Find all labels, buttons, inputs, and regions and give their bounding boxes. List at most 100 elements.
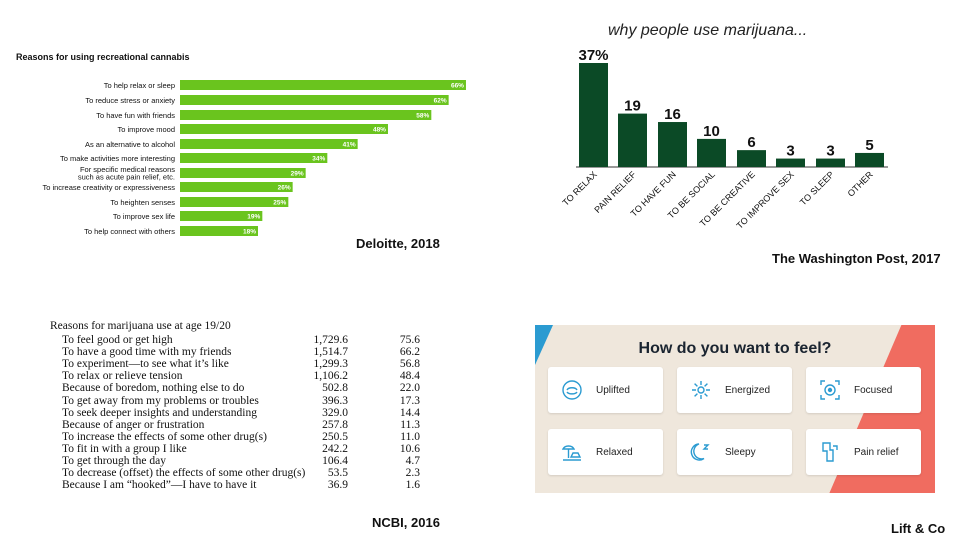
deloitte-category-label: To make activities more interesting <box>60 154 175 163</box>
ncbi-count-cell: 1,514.7 <box>313 346 349 359</box>
deloitte-data-label: 29% <box>291 171 304 178</box>
ncbi-percent-cell: 1.6 <box>405 479 420 492</box>
deloitte-bar <box>180 110 432 120</box>
ncbi-reason-cell: To seek deeper insights and understandin… <box>62 406 257 419</box>
ncbi-percent-cell: 10.6 <box>399 442 420 455</box>
wapo-chart-panel: why people use marijuana... 37% TO RELAX 1… <box>500 0 979 280</box>
ncbi-reason-cell: To increase the effects of some other dr… <box>62 430 267 443</box>
ncbi-reason-cell: To decrease (offset) the effects of some… <box>62 467 306 480</box>
ncbi-reason-cell: Because of anger or frustration <box>62 418 205 431</box>
ncbi-count-cell: 53.5 <box>327 467 348 480</box>
wapo-bar <box>618 113 647 167</box>
deloitte-data-label: 62% <box>434 98 447 105</box>
ncbi-count-cell: 250.5 <box>322 430 348 443</box>
deloitte-bar <box>180 139 358 149</box>
ncbi-count-cell: 396.3 <box>322 394 348 407</box>
ncbi-count-cell: 1,729.6 <box>313 334 349 346</box>
mood-card-energized[interactable]: Energized <box>677 367 792 413</box>
ncbi-reason-cell: To relax or relieve tension <box>62 370 183 383</box>
ncbi-count-cell: 1,106.2 <box>313 370 349 383</box>
mood-label: Sleepy <box>725 446 756 458</box>
focused-icon <box>820 380 840 400</box>
lift-heading: How do you want to feel? <box>638 340 832 357</box>
ncbi-percent-cell: 66.2 <box>399 346 420 359</box>
deloitte-data-label: 34% <box>312 156 325 163</box>
mood-label: Focused <box>854 384 893 396</box>
mood-card-pain-relief[interactable]: Pain relief <box>806 429 921 475</box>
wapo-data-label: 6 <box>747 134 755 151</box>
deloitte-bar <box>180 95 449 105</box>
ncbi-reason-cell: Because I am “hooked”—I have to have it <box>62 479 257 492</box>
deloitte-category-label: To have fun with friends <box>96 111 175 120</box>
deloitte-category-label: To improve mood <box>117 125 175 134</box>
mood-label: Pain relief <box>854 446 899 458</box>
deloitte-category-label: To heighten senses <box>110 198 175 207</box>
ncbi-percent-cell: 56.8 <box>399 358 420 371</box>
ncbi-percent-cell: 22.0 <box>399 382 420 395</box>
deloitte-bar <box>180 226 258 236</box>
deloitte-bar-chart: 66% To help relax or sleep 62% To reduce st… <box>42 80 466 236</box>
ncbi-percent-cell: 2.3 <box>405 467 420 480</box>
ncbi-percent-cell: 17.3 <box>399 394 420 407</box>
ncbi-reason-cell: To get through the day <box>62 455 166 467</box>
wapo-bar <box>658 122 687 167</box>
mood-card-relaxed[interactable]: Relaxed <box>548 429 663 475</box>
deloitte-bar <box>180 153 328 163</box>
deloitte-data-label: 48% <box>373 127 386 134</box>
lift-feeling-selector: How do you want to feel? Uplifted Energi… <box>535 325 935 493</box>
deloitte-category-label: To increase creativity or expressiveness <box>42 183 175 192</box>
wapo-bar <box>816 158 845 167</box>
ncbi-reason-cell: To experiment—to see what it’s like <box>62 358 229 371</box>
ncbi-count-cell: 36.9 <box>327 479 348 492</box>
deloitte-category-label: As an alternative to alcohol <box>85 140 175 149</box>
wapo-data-label: 5 <box>865 137 873 154</box>
deloitte-bar <box>180 80 466 90</box>
ncbi-reason-cell: To feel good or get high <box>62 334 173 346</box>
wapo-data-label: 16 <box>664 106 681 123</box>
sleepy-icon <box>690 443 710 461</box>
deloitte-category-label: To help connect with others <box>84 227 175 236</box>
wapo-chart-subtitle: why people use marijuana... <box>608 22 808 39</box>
mood-label: Uplifted <box>596 384 630 396</box>
deloitte-data-label: 58% <box>416 113 429 120</box>
ncbi-count-cell: 1,299.3 <box>313 358 349 371</box>
wapo-data-label: 10 <box>703 123 720 140</box>
wapo-bar <box>776 158 805 167</box>
mood-card-sleepy[interactable]: Sleepy <box>677 429 792 475</box>
lift-source-label: Lift & Co <box>891 521 946 536</box>
deloitte-category-label: To improve sex life <box>113 212 175 221</box>
mood-card-focused[interactable]: Focused <box>806 367 921 413</box>
wapo-data-label: 3 <box>826 143 834 160</box>
deloitte-chart-title: Reasons for using recreational cannabis <box>16 52 190 62</box>
deloitte-bar <box>180 124 388 134</box>
deloitte-data-label: 19% <box>247 214 260 221</box>
ncbi-reason-cell: Because of boredom, nothing else to do <box>62 382 245 395</box>
ncbi-percent-cell: 4.7 <box>405 455 420 467</box>
wapo-data-label: 19 <box>624 98 641 115</box>
deloitte-source-label: Deloitte, 2018 <box>356 236 440 251</box>
ncbi-reason-cell: To fit in with a group I like <box>62 442 187 455</box>
wapo-bar <box>855 152 884 167</box>
energized-icon <box>692 381 710 399</box>
ncbi-percent-cell: 14.4 <box>399 406 420 419</box>
mood-label: Relaxed <box>596 446 633 458</box>
deloitte-data-label: 25% <box>273 200 286 207</box>
ncbi-count-cell: 502.8 <box>322 382 348 395</box>
deloitte-category-label: To reduce stress or anxiety <box>85 96 175 105</box>
ncbi-percent-cell: 11.3 <box>400 418 420 431</box>
wapo-bar <box>697 138 726 167</box>
deloitte-bar <box>180 197 289 207</box>
ncbi-table-panel: Reasons for marijuana use at age 19/20 T… <box>0 300 500 550</box>
relaxed-icon <box>561 445 582 461</box>
deloitte-category-label: such as acute pain relief, etc. <box>78 173 175 182</box>
wapo-data-label: 3 <box>786 143 794 160</box>
deloitte-category-label: To help relax or sleep <box>104 81 175 90</box>
mood-card-uplifted[interactable]: Uplifted <box>548 367 663 413</box>
wapo-bar <box>579 63 608 167</box>
ncbi-percent-cell: 11.0 <box>400 430 420 443</box>
ncbi-percent-cell: 48.4 <box>399 370 420 383</box>
ncbi-count-cell: 257.8 <box>322 418 348 431</box>
wapo-category-label: TO SLEEP <box>798 169 836 207</box>
deloitte-data-label: 41% <box>343 142 356 149</box>
